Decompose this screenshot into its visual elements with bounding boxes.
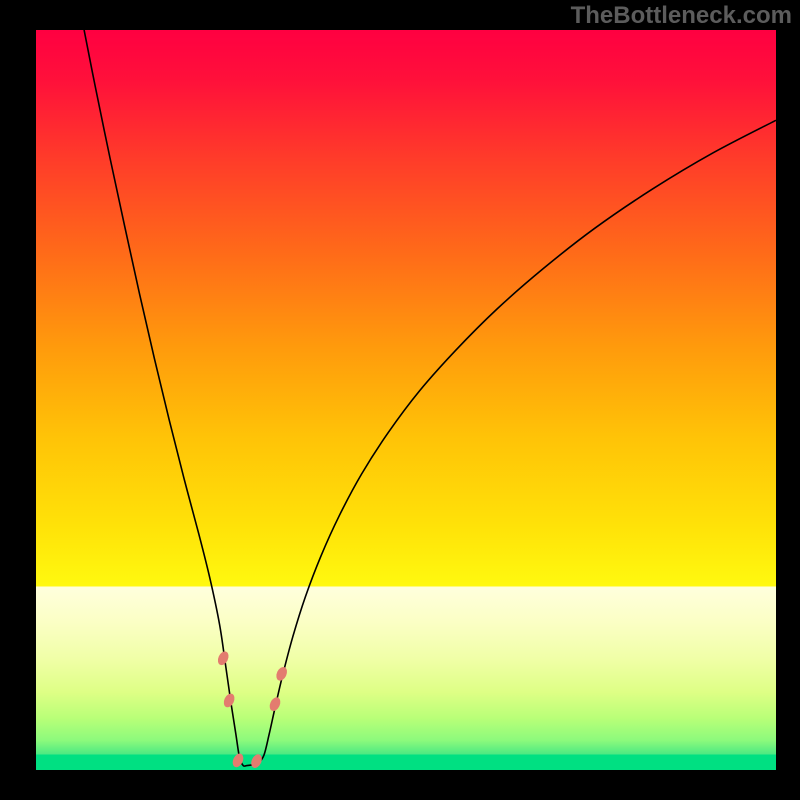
gradient-background [36, 30, 776, 770]
plot-svg [36, 30, 776, 770]
plot-area [36, 30, 776, 770]
watermark-text: TheBottleneck.com [571, 2, 792, 30]
chart-frame: TheBottleneck.com [0, 0, 800, 800]
